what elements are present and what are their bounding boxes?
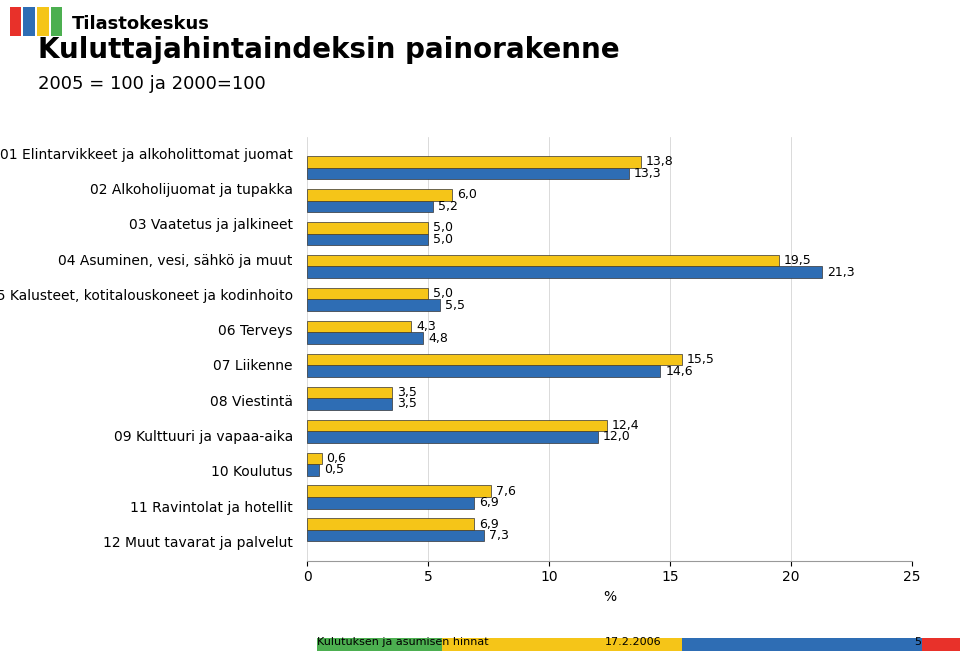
Text: 0,5: 0,5 [324,464,344,477]
Bar [307,387,392,398]
Bar [307,189,452,201]
Text: 04 Asuminen, vesi, sähkö ja muut: 04 Asuminen, vesi, sähkö ja muut [59,254,293,267]
Bar [922,638,960,651]
Text: 6,9: 6,9 [479,518,498,531]
Text: 5,0: 5,0 [433,233,453,246]
Bar [307,255,779,267]
Text: 13,8: 13,8 [646,155,674,168]
Text: 4,8: 4,8 [428,332,448,345]
Bar [307,156,641,168]
Text: Kulutuksen ja asumisen hinnat: Kulutuksen ja asumisen hinnat [317,637,489,647]
Bar [307,365,660,377]
Text: 12,0: 12,0 [602,430,630,443]
Bar [307,222,428,233]
Text: 0,6: 0,6 [326,452,347,465]
Bar [307,354,683,365]
Text: 3,5: 3,5 [396,398,417,411]
Bar [51,7,62,36]
Bar [307,333,423,344]
X-axis label: %: % [603,590,616,604]
Text: 6,0: 6,0 [457,188,477,201]
Text: 05 Kalusteet, kotitalouskoneet ja kodinhoito: 05 Kalusteet, kotitalouskoneet ja kodinh… [0,289,293,303]
Text: 11 Ravintolat ja hotellit: 11 Ravintolat ja hotellit [130,501,293,514]
Text: 12,4: 12,4 [612,419,639,432]
Text: 09 Kulttuuri ja vapaa-aika: 09 Kulttuuri ja vapaa-aika [113,430,293,444]
Bar [307,452,322,464]
Text: 5,5: 5,5 [445,299,465,312]
Bar [307,168,629,179]
Text: 4,3: 4,3 [416,320,436,333]
Text: 7,6: 7,6 [496,484,516,497]
Text: 14,6: 14,6 [665,364,693,378]
Text: 19,5: 19,5 [783,254,811,267]
Bar [307,518,474,530]
Text: 07 Liikenne: 07 Liikenne [213,359,293,374]
Text: 01 Elintarvikkeet ja alkoholittomat juomat: 01 Elintarvikkeet ja alkoholittomat juom… [0,147,293,162]
Bar [307,233,428,245]
Text: 17.2.2006: 17.2.2006 [605,637,661,647]
Text: 15,5: 15,5 [687,353,715,366]
Text: 21,3: 21,3 [828,266,855,279]
Text: Tilastokeskus: Tilastokeskus [72,15,210,33]
Bar [317,638,442,651]
Bar [307,464,320,475]
Bar [37,7,49,36]
Text: 5,2: 5,2 [438,200,458,213]
Text: 03 Vaatetus ja jalkineet: 03 Vaatetus ja jalkineet [129,218,293,232]
Text: 06 Terveys: 06 Terveys [218,324,293,338]
Bar [307,431,597,443]
Bar [307,530,484,541]
Text: 12 Muut tavarat ja palvelut: 12 Muut tavarat ja palvelut [103,536,293,550]
Bar [307,497,474,509]
Text: 13,3: 13,3 [634,167,661,180]
Bar [442,638,682,651]
Bar [307,299,441,311]
Text: 7,3: 7,3 [489,529,509,542]
Text: 2005 = 100 ja 2000=100: 2005 = 100 ja 2000=100 [38,75,266,93]
Text: 08 Viestintä: 08 Viestintä [210,395,293,409]
Bar [307,486,492,497]
Text: 02 Alkoholijuomat ja tupakka: 02 Alkoholijuomat ja tupakka [90,183,293,197]
Text: 5,0: 5,0 [433,287,453,300]
Bar [307,398,392,409]
Text: 10 Koulutus: 10 Koulutus [211,466,293,479]
Bar [307,267,823,278]
Bar [23,7,35,36]
Bar [307,201,433,212]
Bar [307,288,428,299]
Text: Kuluttajahintaindeksin painorakenne: Kuluttajahintaindeksin painorakenne [38,36,620,64]
Text: 3,5: 3,5 [396,386,417,399]
Bar [307,321,411,333]
Bar [682,638,922,651]
Text: 5,0: 5,0 [433,221,453,234]
Bar [10,7,21,36]
Text: 6,9: 6,9 [479,496,498,509]
Bar [307,420,607,431]
Text: 5: 5 [915,637,922,647]
